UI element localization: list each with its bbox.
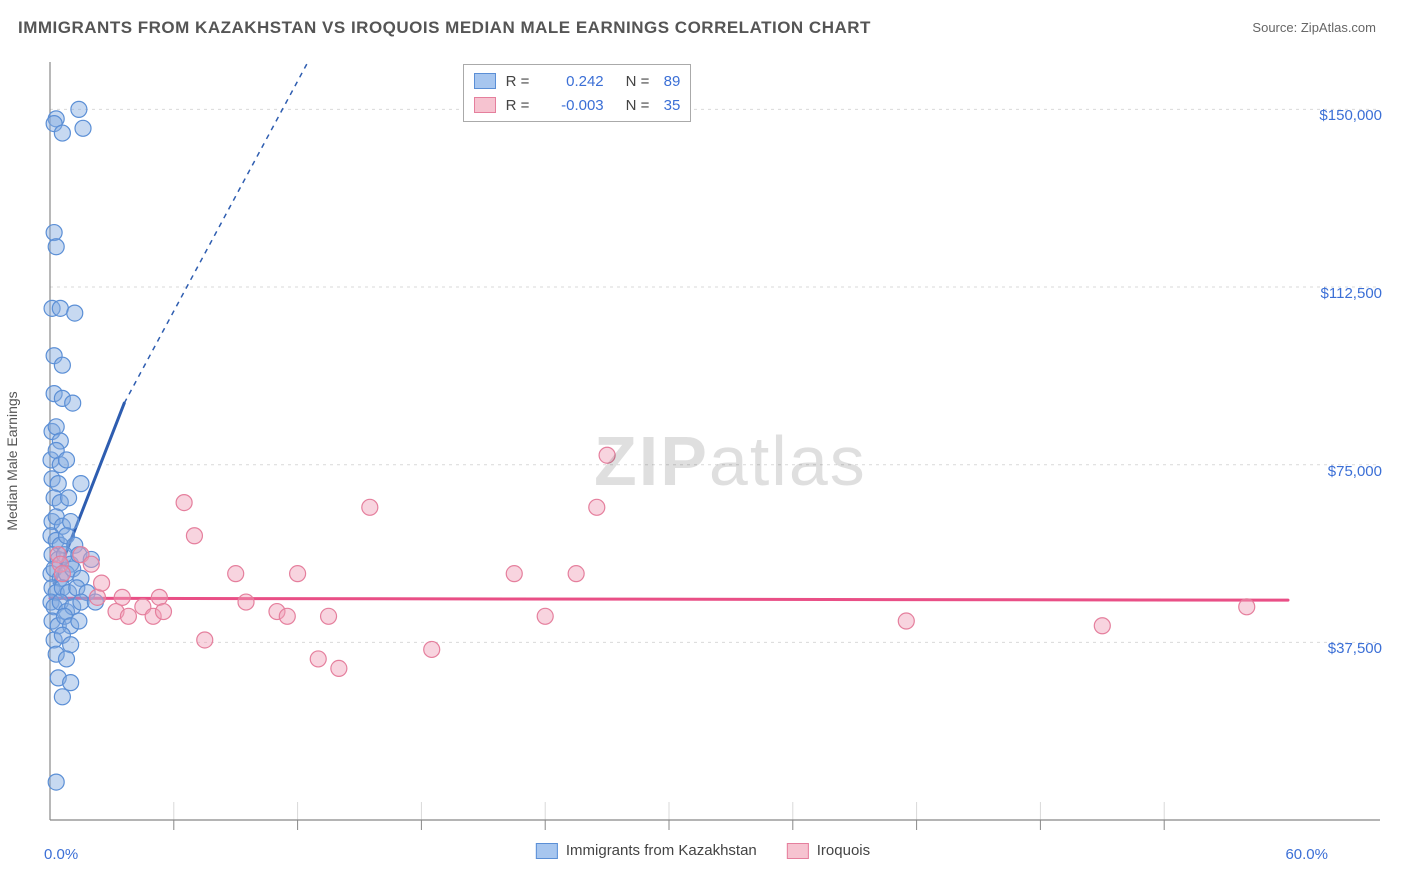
x-tick-max: 60.0% <box>1285 846 1328 863</box>
legend-stats: R = 0.242 N = 89 R = -0.003 N = 35 <box>463 64 692 122</box>
source-link[interactable]: ZipAtlas.com <box>1301 20 1376 35</box>
y-tick-label: $150,000 <box>1319 107 1382 124</box>
legend-r-label: R = <box>506 73 534 90</box>
chart-title: IMMIGRANTS FROM KAZAKHSTAN VS IROQUOIS M… <box>18 18 871 38</box>
legend-label: Iroquois <box>817 842 870 859</box>
legend-item: Immigrants from Kazakhstan <box>536 842 757 859</box>
y-tick-label: $75,000 <box>1328 463 1382 480</box>
legend-r-label: R = <box>506 97 534 114</box>
legend-n-label: N = <box>626 73 654 90</box>
legend-series: Immigrants from Kazakhstan Iroquois <box>536 842 870 859</box>
plot-area: Median Male Earnings ZIPatlas $37,500$75… <box>18 48 1388 874</box>
legend-swatch <box>787 843 809 859</box>
legend-n-label: N = <box>626 97 654 114</box>
legend-swatch <box>536 843 558 859</box>
legend-n-value: 35 <box>664 97 681 114</box>
y-axis-label: Median Male Earnings <box>4 391 20 530</box>
source-label: Source: <box>1252 20 1297 35</box>
legend-n-value: 89 <box>664 73 681 90</box>
y-tick-label: $112,500 <box>1321 285 1382 302</box>
legend-swatch <box>474 73 496 89</box>
x-tick-min: 0.0% <box>44 846 78 863</box>
legend-r-value: 0.242 <box>544 73 604 90</box>
legend-label: Immigrants from Kazakhstan <box>566 842 757 859</box>
source-attribution: Source: ZipAtlas.com <box>1252 20 1376 35</box>
legend-item: Iroquois <box>787 842 870 859</box>
legend-swatch <box>474 97 496 113</box>
legend-r-value: -0.003 <box>544 97 604 114</box>
y-tick-label: $37,500 <box>1328 640 1382 657</box>
scatter-chart <box>18 48 1388 874</box>
